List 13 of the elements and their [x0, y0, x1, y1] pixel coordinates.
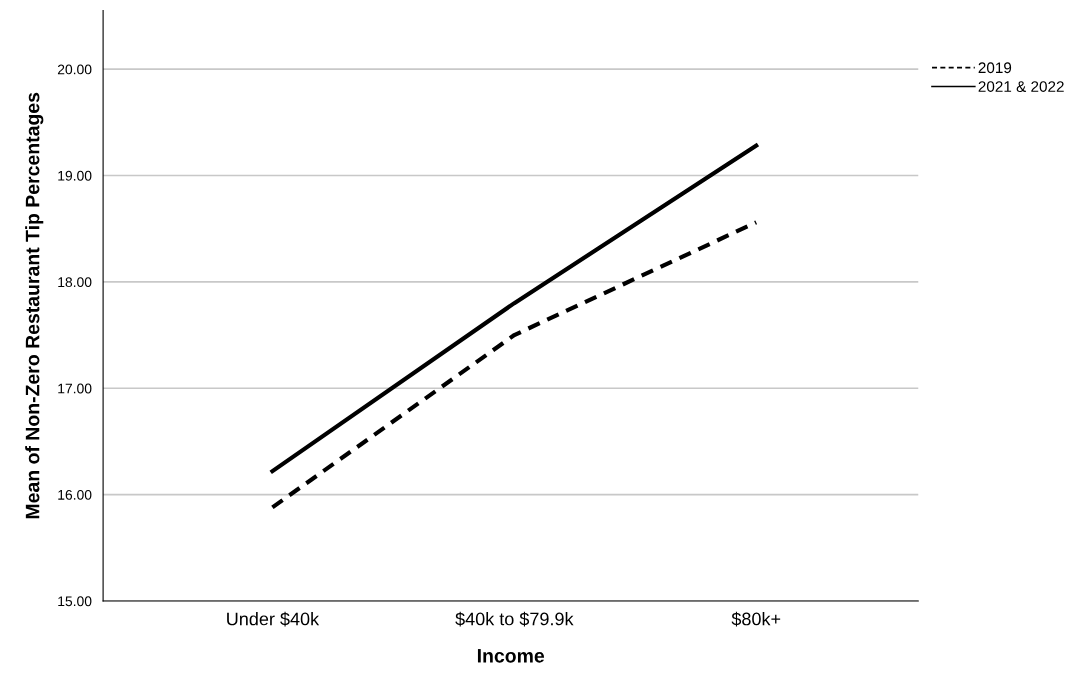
x-axis-title: Income: [477, 649, 545, 663]
y-axis-title: Mean of Non-Zero Restaurant Tip Percentages: [25, 92, 44, 519]
y-tick-label: 15.00: [58, 596, 92, 607]
y-tick-label: 18.00: [58, 277, 92, 288]
y-tick-label: 19.00: [58, 170, 92, 181]
legend-label: 2019: [978, 62, 1012, 74]
x-tick-label: Under $40k: [227, 611, 320, 627]
legend-label: 2021 & 2022: [978, 81, 1064, 92]
y-tick-label: 20.00: [57, 64, 92, 75]
x-tick-label: $40k to $79.9k: [455, 611, 574, 627]
x-tick-label: $80k+: [731, 611, 781, 627]
y-tick-label: 16.00: [58, 489, 92, 500]
y-tick-label: 17.00: [58, 383, 92, 394]
